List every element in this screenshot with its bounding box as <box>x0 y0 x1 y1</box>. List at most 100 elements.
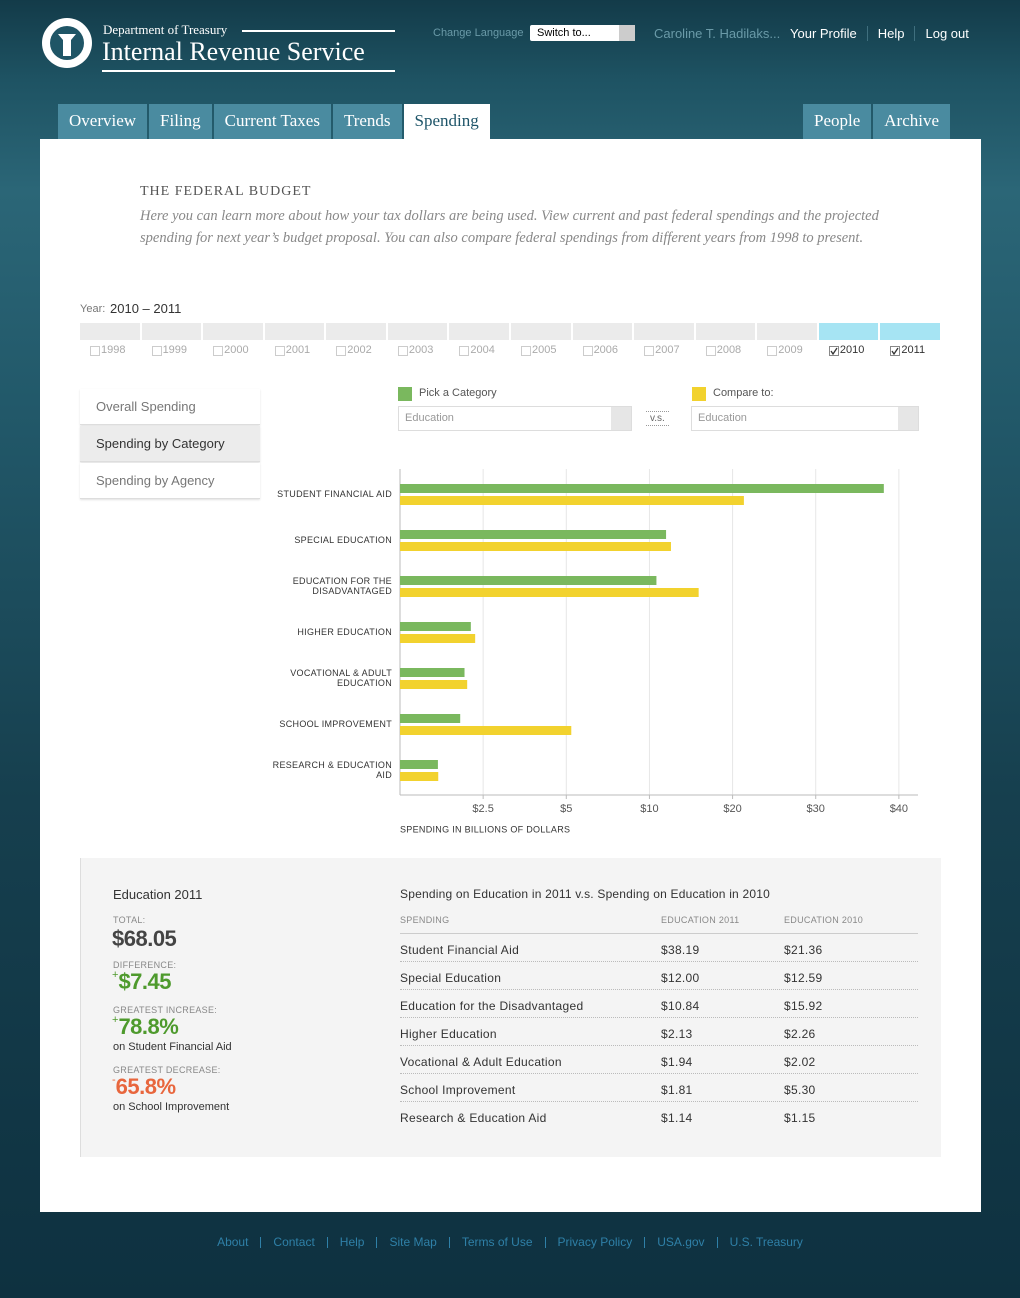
agency: Internal Revenue Service <box>102 37 365 66</box>
year-checkbox[interactable] <box>890 346 901 356</box>
user-name[interactable]: Caroline T. Hadilaks... <box>654 26 781 41</box>
table-cell: $1.81 <box>661 1083 693 1097</box>
footer-link[interactable]: Contact <box>260 1236 326 1248</box>
table-cell: $12.00 <box>661 971 700 985</box>
footer-link[interactable]: Site Map <box>376 1236 448 1248</box>
year-label: 1998 <box>101 344 126 356</box>
table-cell: $2.26 <box>784 1027 816 1041</box>
header-links: Your Profile Help Log out <box>780 26 979 41</box>
year-cell[interactable] <box>572 323 633 340</box>
footer-link[interactable]: U.S. Treasury <box>716 1236 815 1248</box>
summary-panel <box>80 858 941 1157</box>
year-label: 2003 <box>408 344 434 356</box>
row-rule <box>400 1045 918 1046</box>
table-cell: $1.14 <box>661 1111 693 1125</box>
compare-select[interactable]: Education <box>691 406 919 431</box>
x-tick-label: $10 <box>640 803 658 815</box>
tab[interactable]: Spending <box>403 104 490 139</box>
year-cell[interactable] <box>80 323 140 340</box>
view-item[interactable]: Spending by Category <box>80 426 260 462</box>
check <box>830 347 838 356</box>
bar <box>400 668 465 677</box>
select-arrow <box>898 407 918 430</box>
year-checkbox[interactable] <box>459 346 470 356</box>
footer-link[interactable]: Help <box>326 1236 377 1248</box>
decrease-value: 65.8% <box>115 1074 176 1099</box>
year-cell[interactable] <box>203 323 263 340</box>
bar <box>400 726 572 735</box>
year-checkbox[interactable] <box>213 346 224 356</box>
tab[interactable]: Filing <box>149 104 212 139</box>
table-cell: Research & Education Aid <box>400 1111 547 1125</box>
decrease-note: on School Improvement <box>113 1101 230 1113</box>
table-cell: $21.36 <box>784 943 823 957</box>
row-rule <box>400 1101 918 1102</box>
table-header: EDUCATION 2011 <box>661 915 740 925</box>
year-checkbox[interactable] <box>582 346 593 356</box>
table-cell: Education for the Disadvantaged <box>400 999 584 1013</box>
language-label: Change Language <box>433 27 524 39</box>
year-checkbox[interactable] <box>644 346 655 356</box>
check <box>891 347 899 356</box>
year-cell[interactable] <box>511 323 571 340</box>
versus: v.s. <box>646 411 669 426</box>
tab[interactable]: People <box>803 104 872 139</box>
tab[interactable]: Trends <box>332 104 402 139</box>
tab[interactable]: Overview <box>58 104 148 139</box>
footer-link[interactable]: USA.gov <box>644 1236 716 1248</box>
intro-text: Here you can learn more about how your t… <box>140 208 879 246</box>
table-header: SPENDING <box>400 915 450 925</box>
year-cell[interactable] <box>141 323 202 340</box>
bar <box>400 760 438 769</box>
year-checkbox[interactable] <box>767 346 778 356</box>
year-cell[interactable] <box>326 323 386 340</box>
year-checkbox[interactable] <box>705 346 716 356</box>
year-checkbox[interactable] <box>336 346 347 356</box>
year-label: 2001 <box>285 344 311 356</box>
category-label: VOCATIONAL & ADULT EDUCATION <box>290 668 392 688</box>
header-link[interactable]: Help <box>866 26 915 41</box>
table-cell: $38.19 <box>661 943 700 957</box>
year-checkbox[interactable] <box>397 346 408 356</box>
view-item[interactable]: Overall Spending <box>80 389 260 425</box>
header-link[interactable]: Your Profile <box>790 26 857 41</box>
language-select[interactable]: Switch to... <box>530 25 635 41</box>
bar <box>400 530 667 539</box>
footer-link[interactable]: About <box>217 1235 249 1249</box>
footer-link[interactable]: Terms of Use <box>448 1236 545 1248</box>
year-cell[interactable] <box>449 323 509 340</box>
year-label: 2006 <box>593 344 619 356</box>
year-cell[interactable] <box>634 323 694 340</box>
header-link[interactable]: Log out <box>914 26 978 41</box>
year-checkbox[interactable] <box>90 346 100 356</box>
year-cell[interactable] <box>818 323 879 340</box>
category-label: SCHOOL IMPROVEMENT <box>279 719 392 729</box>
year-cell[interactable] <box>695 323 756 340</box>
category-label: SPECIAL EDUCATION <box>294 535 392 545</box>
tab[interactable]: Archive <box>873 104 951 139</box>
department: Department of Treasury <box>103 22 228 37</box>
view-item[interactable]: Spending by Agency <box>80 463 260 499</box>
increase: +78.8% <box>112 1014 179 1040</box>
year-cell[interactable] <box>387 323 448 340</box>
total-label: TOTAL: <box>113 915 146 925</box>
year-cell[interactable] <box>264 323 325 340</box>
x-tick-label: $20 <box>723 803 741 815</box>
footer-link[interactable]: Privacy Policy <box>544 1236 645 1248</box>
table-cell: Student Financial Aid <box>400 943 520 957</box>
category-label: EDUCATION FOR THE DISADVANTAGED <box>292 576 392 596</box>
table-cell: $15.92 <box>784 999 823 1013</box>
year-checkbox[interactable] <box>274 346 285 356</box>
total-value: $68.05 <box>112 926 177 951</box>
category-select[interactable]: Education <box>398 406 632 431</box>
tab[interactable]: Current Taxes <box>213 104 331 139</box>
year-checkbox[interactable] <box>521 346 531 356</box>
year-checkbox[interactable] <box>151 346 162 356</box>
category-label: HIGHER EDUCATION <box>297 627 392 637</box>
year-cell[interactable] <box>757 323 817 340</box>
table-cell: $12.59 <box>784 971 823 985</box>
year-checkbox[interactable] <box>828 346 839 356</box>
row-rule <box>400 989 918 990</box>
year-cell[interactable] <box>880 323 940 340</box>
table-title: Spending on Education in 2011 v.s. Spend… <box>400 887 770 901</box>
